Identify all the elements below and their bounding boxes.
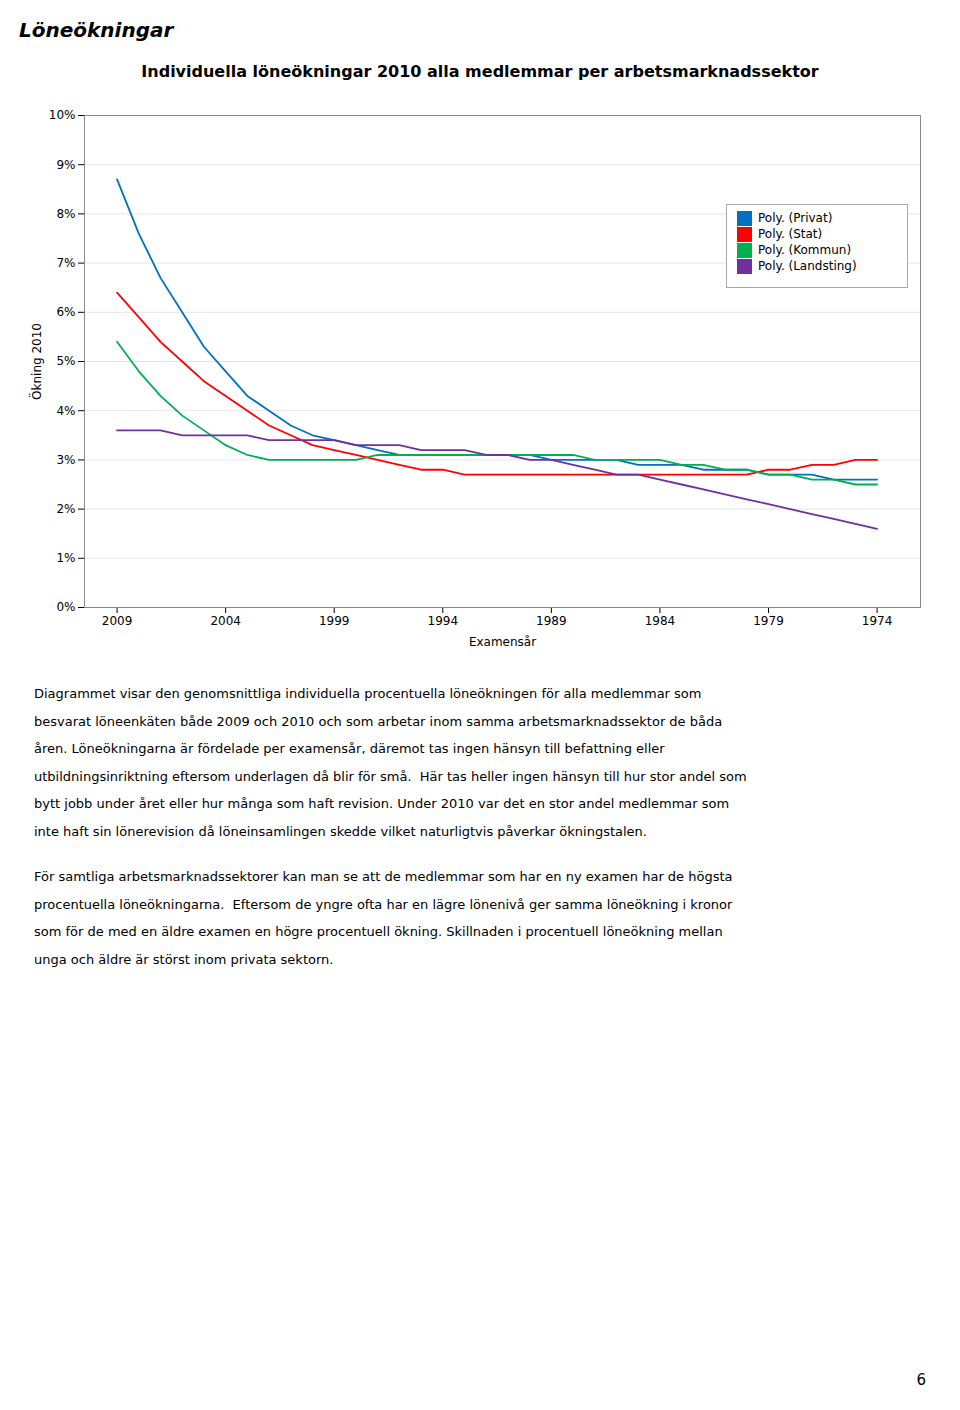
html-text:utbildningsinriktning eftersom: utbildningsinriktning eftersom underlage…: [34, 768, 747, 784]
html-text:Poly. (Stat): Poly. (Stat): [758, 227, 823, 241]
html-text:unga och äldre är störst inom: unga och äldre är störst inom privata se…: [34, 951, 334, 967]
html-text:Poly. (Privat): Poly. (Privat): [758, 211, 833, 225]
svg-text:1974: 1974: [862, 614, 893, 628]
html-text:som för de med en äldre examen: som för de med en äldre examen en högre …: [34, 924, 723, 939]
svg-text:10%: 10%: [49, 108, 76, 122]
html-text:besvarat löneenkäten både 2009: besvarat löneenkäten både 2009 och 2010 …: [34, 713, 723, 729]
html-text:procentuella löneökningarna. E: procentuella löneökningarna. Eftersom de…: [34, 896, 733, 912]
html-text:bytt jobb under året eller hur: bytt jobb under året eller hur många som…: [34, 796, 730, 811]
svg-text:2004: 2004: [210, 614, 241, 628]
html-text:Poly. (Landsting): Poly. (Landsting): [758, 259, 857, 273]
svg-text:Ökning 2010: Ökning 2010: [28, 323, 44, 400]
svg-text:1984: 1984: [645, 614, 676, 628]
svg-text:1%: 1%: [56, 551, 75, 565]
svg-text:0%: 0%: [56, 600, 75, 614]
html-text:inte haft sin lönerevision då: inte haft sin lönerevision då löneinsaml…: [34, 823, 647, 839]
html-text:Individuella löneökningar 2010: Individuella löneökningar 2010 alla medl…: [141, 62, 819, 81]
html-text:Poly. (Kommun): Poly. (Kommun): [758, 243, 852, 257]
html-text:För samtliga arbetsmarknadssek: För samtliga arbetsmarknadssektorer kan …: [34, 869, 733, 884]
svg-text:6%: 6%: [56, 305, 75, 319]
svg-text:8%: 8%: [56, 207, 75, 221]
svg-text:1994: 1994: [428, 614, 459, 628]
svg-text:3%: 3%: [56, 453, 75, 467]
svg-text:5%: 5%: [56, 354, 75, 368]
svg-text:2%: 2%: [56, 502, 75, 516]
svg-text:1999: 1999: [319, 614, 350, 628]
html-text:Löneökningar: Löneökningar: [19, 18, 174, 42]
svg-text:7%: 7%: [56, 256, 75, 270]
svg-text:1989: 1989: [536, 614, 567, 628]
html-text:åren. Löneökningarna är fördel: åren. Löneökningarna är fördelade per ex…: [34, 741, 665, 756]
svg-text:Examensår: Examensår: [469, 635, 536, 649]
svg-text:1979: 1979: [753, 614, 784, 628]
html-text:Diagrammet visar den genomsnit: Diagrammet visar den genomsnittliga indi…: [34, 686, 702, 701]
svg-text:2009: 2009: [102, 614, 133, 628]
html-text:6: 6: [916, 1371, 926, 1389]
svg-text:4%: 4%: [56, 404, 75, 418]
svg-text:9%: 9%: [56, 158, 75, 172]
